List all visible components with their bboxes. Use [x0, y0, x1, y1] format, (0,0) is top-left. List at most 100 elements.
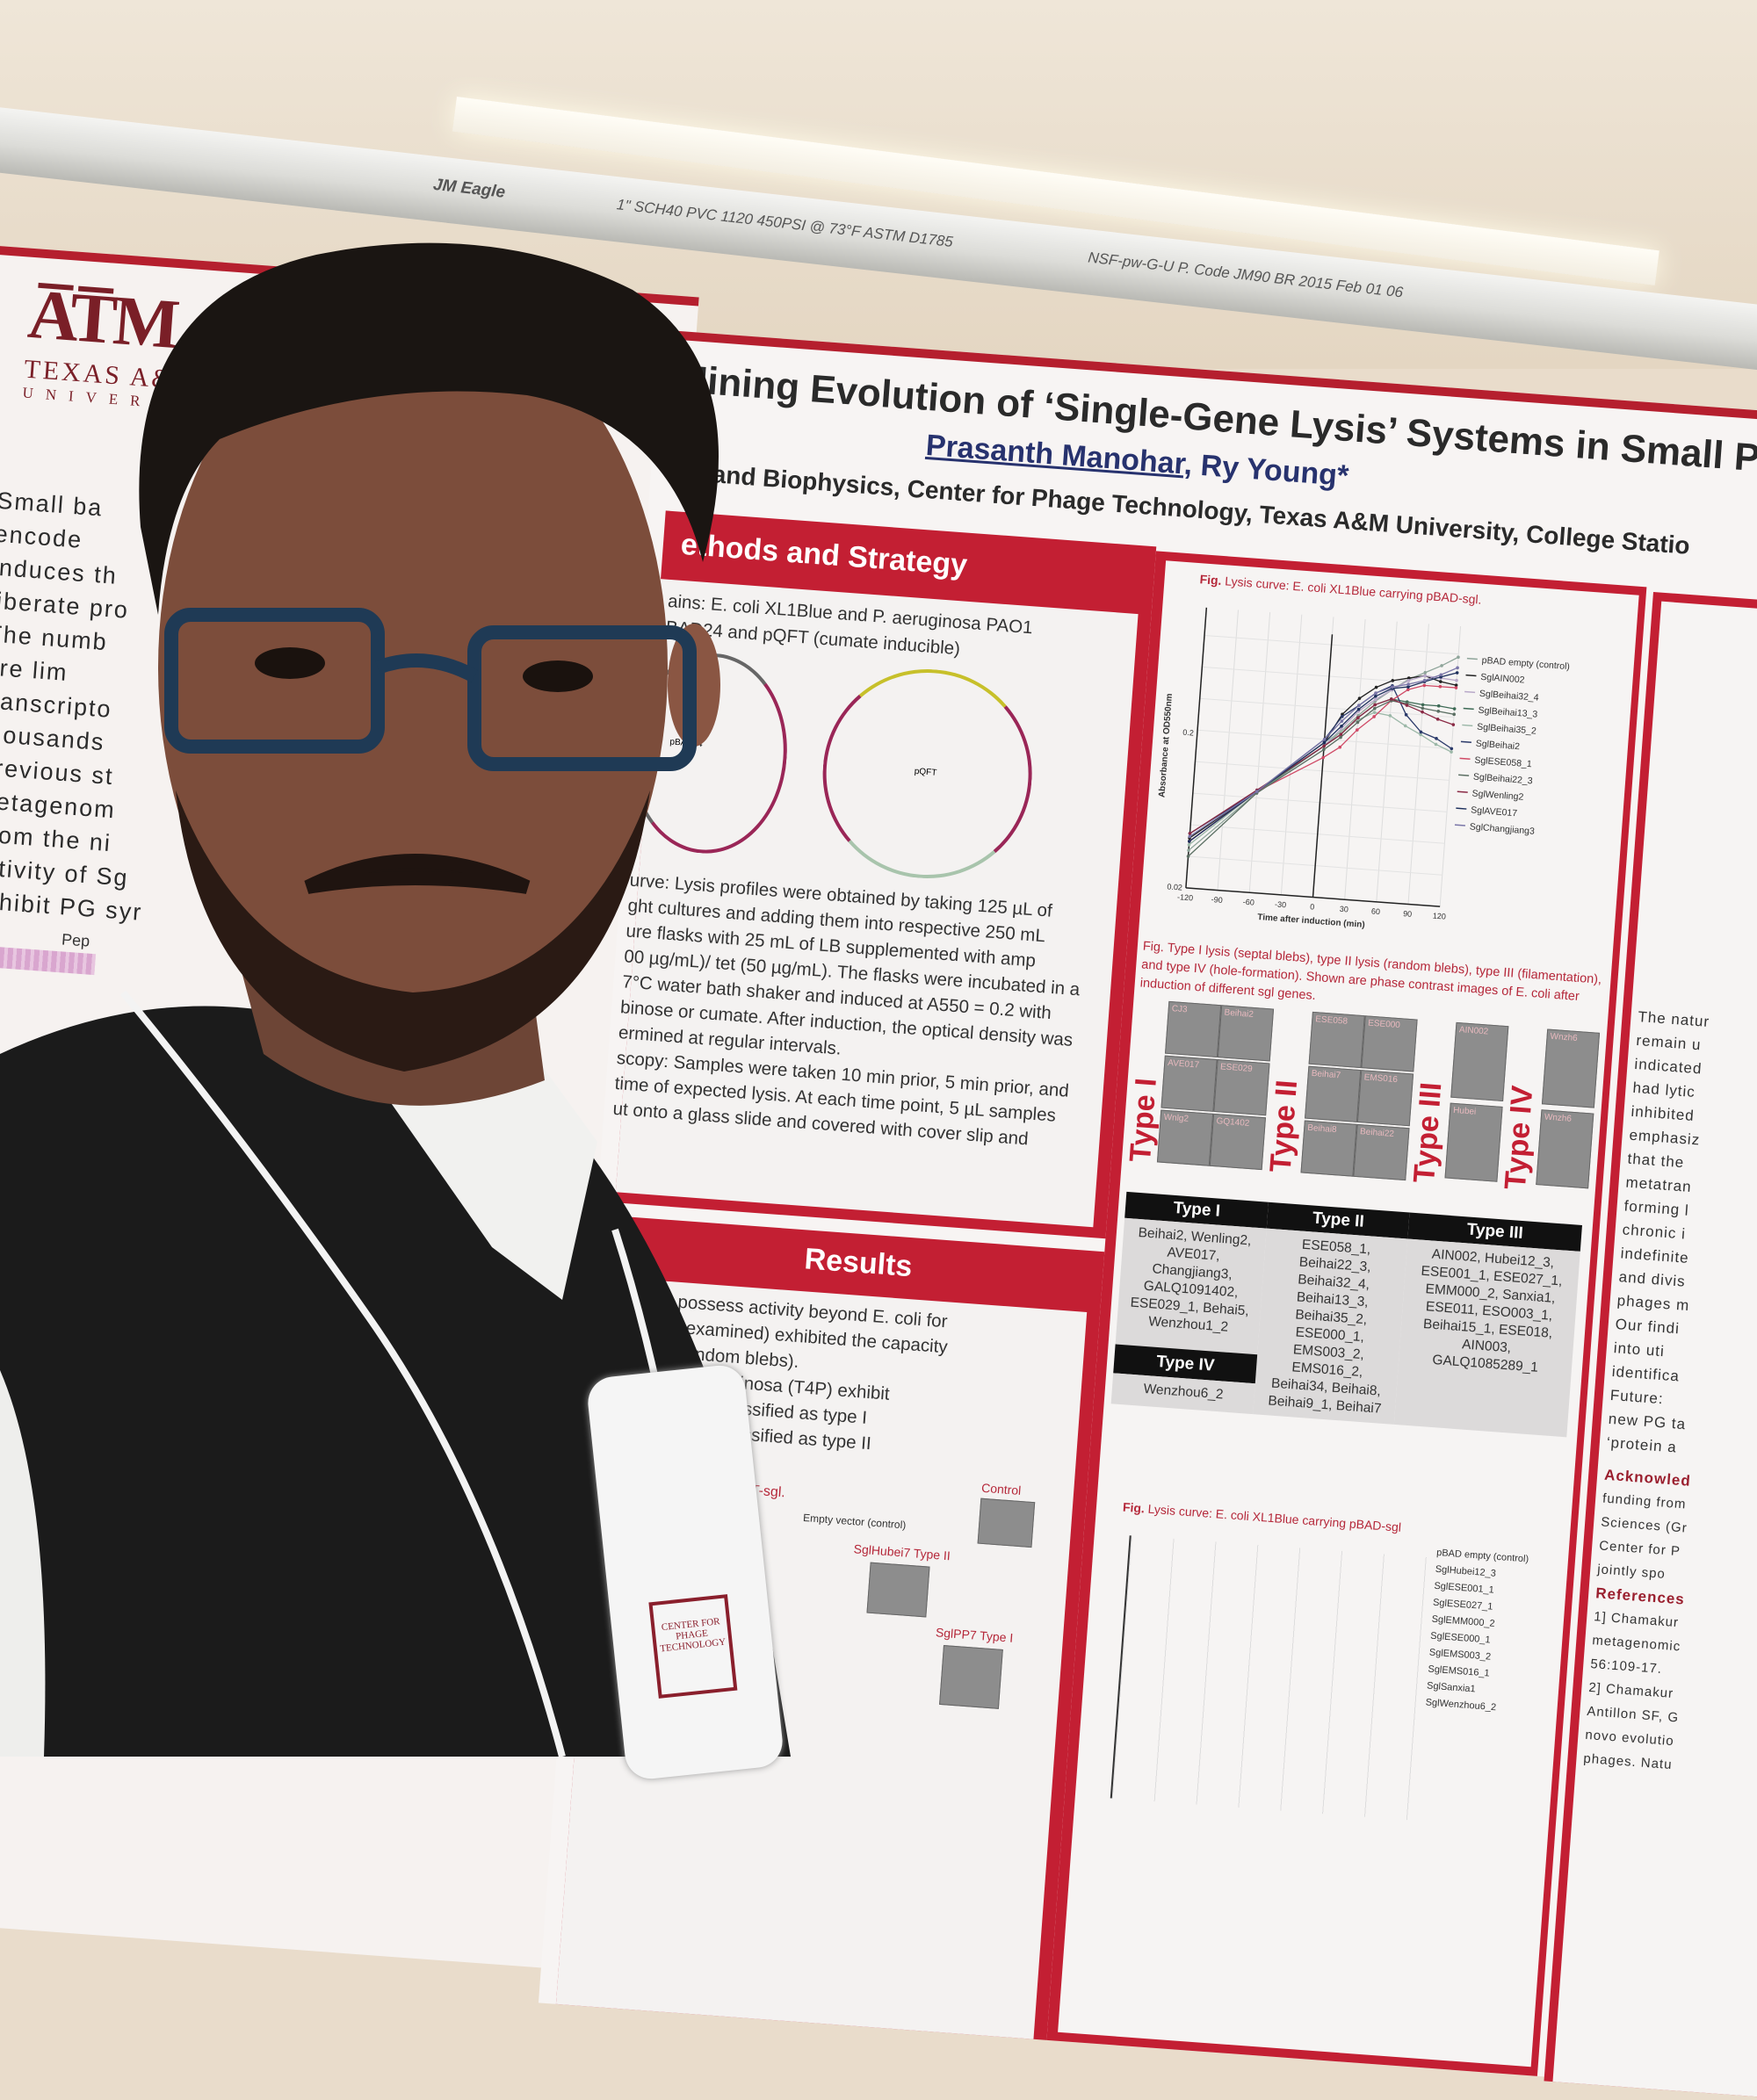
grid-line: [1280, 614, 1303, 895]
data-point: [1436, 710, 1441, 713]
data-point: [1372, 715, 1376, 718]
data-point: [1422, 678, 1427, 682]
legend-entry: SglBeihai13_3: [1478, 705, 1538, 720]
vest-body: [0, 1006, 791, 1757]
data-point: [1421, 706, 1425, 711]
eye-right: [523, 660, 593, 692]
figures-column: Fig. Lysis curve: E. coli XL1Blue carryi…: [1046, 551, 1647, 2076]
data-point: [1435, 737, 1438, 740]
data-point: [1406, 688, 1410, 691]
x-tick-label: 0: [1310, 902, 1315, 911]
data-point: [1403, 724, 1407, 728]
data-point: [1436, 704, 1441, 708]
data-point: [1422, 683, 1427, 688]
shirt-sleeve: [0, 1370, 46, 1757]
data-point: [1340, 724, 1343, 728]
data-point: [1456, 666, 1459, 670]
data-point: [1339, 730, 1343, 733]
data-point: [1188, 834, 1191, 839]
hair: [139, 242, 719, 615]
beard: [176, 790, 650, 1072]
grid-line: [1376, 621, 1398, 902]
x-tick-label: -60: [1243, 898, 1255, 907]
grid-line: [1344, 619, 1366, 900]
data-point: [1187, 848, 1190, 852]
grid-line: [1248, 612, 1271, 893]
data-point: [1374, 685, 1378, 689]
data-point: [1187, 840, 1191, 843]
figures-panel: Fig. Lysis curve: E. coli XL1Blue carryi…: [1058, 560, 1639, 2068]
x-tick-label: 30: [1339, 905, 1348, 914]
x-tick-label: -90: [1211, 895, 1223, 905]
data-point: [1454, 686, 1458, 689]
data-point: [1454, 683, 1458, 687]
data-point: [1435, 718, 1440, 721]
data-point: [1187, 843, 1191, 847]
data-point: [1356, 716, 1360, 719]
legend-swatch: [1465, 674, 1477, 677]
data-point: [1339, 726, 1343, 731]
data-point: [1390, 685, 1394, 689]
data-point: [1388, 714, 1392, 718]
data-point: [1457, 655, 1460, 660]
vest-piping: [119, 990, 566, 1757]
person-selfie: [0, 242, 791, 1757]
data-point: [1322, 740, 1327, 745]
x-tick-label: -120: [1177, 892, 1194, 902]
data-point: [1452, 712, 1456, 717]
data-point: [1419, 730, 1423, 734]
data-point: [1439, 673, 1443, 677]
legend-entry: SglESE058_1: [1474, 755, 1532, 770]
data-point: [1406, 685, 1410, 689]
data-point: [1455, 671, 1459, 675]
data-point: [1450, 747, 1454, 751]
data-point: [1373, 706, 1377, 711]
data-point: [1419, 732, 1422, 737]
data-point: [1357, 704, 1361, 708]
y-tick-label: 0.2: [1182, 728, 1194, 738]
shirt-collar: [369, 1045, 597, 1300]
grid-line: [1407, 624, 1429, 905]
legend-swatch: [1466, 657, 1478, 660]
data-point: [1374, 694, 1377, 698]
data-point: [1451, 723, 1456, 726]
x-tick-label: 60: [1371, 906, 1381, 916]
data-point: [1404, 713, 1408, 717]
data-point: [1322, 747, 1326, 752]
legend-entry: SglWenling2: [1471, 788, 1524, 802]
data-point: [1188, 832, 1192, 835]
data-point: [1356, 707, 1361, 711]
data-point: [1452, 707, 1457, 711]
legend-entry: SglBeihai2: [1475, 739, 1520, 753]
data-point: [1321, 755, 1325, 760]
legend-entry: SglAVE017: [1471, 805, 1518, 819]
legend-swatch: [1463, 707, 1474, 711]
x-tick-label: -30: [1275, 899, 1287, 909]
legend-swatch: [1458, 774, 1470, 776]
legend-swatch: [1464, 690, 1476, 694]
x-tick-label: 120: [1432, 912, 1446, 921]
data-point: [1423, 670, 1428, 675]
data-point: [1391, 679, 1395, 682]
legend-swatch: [1454, 824, 1465, 826]
data-point: [1339, 735, 1342, 740]
data-point: [1421, 703, 1425, 707]
data-point: [1421, 710, 1424, 714]
data-point: [1434, 742, 1438, 747]
x-tick-label: 90: [1403, 909, 1413, 919]
legend-entry: SglBeihai35_2: [1477, 722, 1537, 737]
data-point: [1438, 680, 1442, 683]
data-point: [1356, 728, 1359, 732]
data-point: [1389, 697, 1393, 701]
data-point: [1405, 704, 1409, 707]
data-point: [1455, 678, 1458, 682]
data-point: [1438, 684, 1442, 689]
data-point: [1450, 750, 1453, 754]
data-point: [1406, 682, 1410, 686]
legend-entry: SglChangjiang3: [1469, 821, 1535, 836]
data-point: [1440, 664, 1443, 668]
data-point: [1322, 737, 1327, 741]
data-point: [1373, 697, 1377, 702]
data-point: [1340, 719, 1344, 723]
